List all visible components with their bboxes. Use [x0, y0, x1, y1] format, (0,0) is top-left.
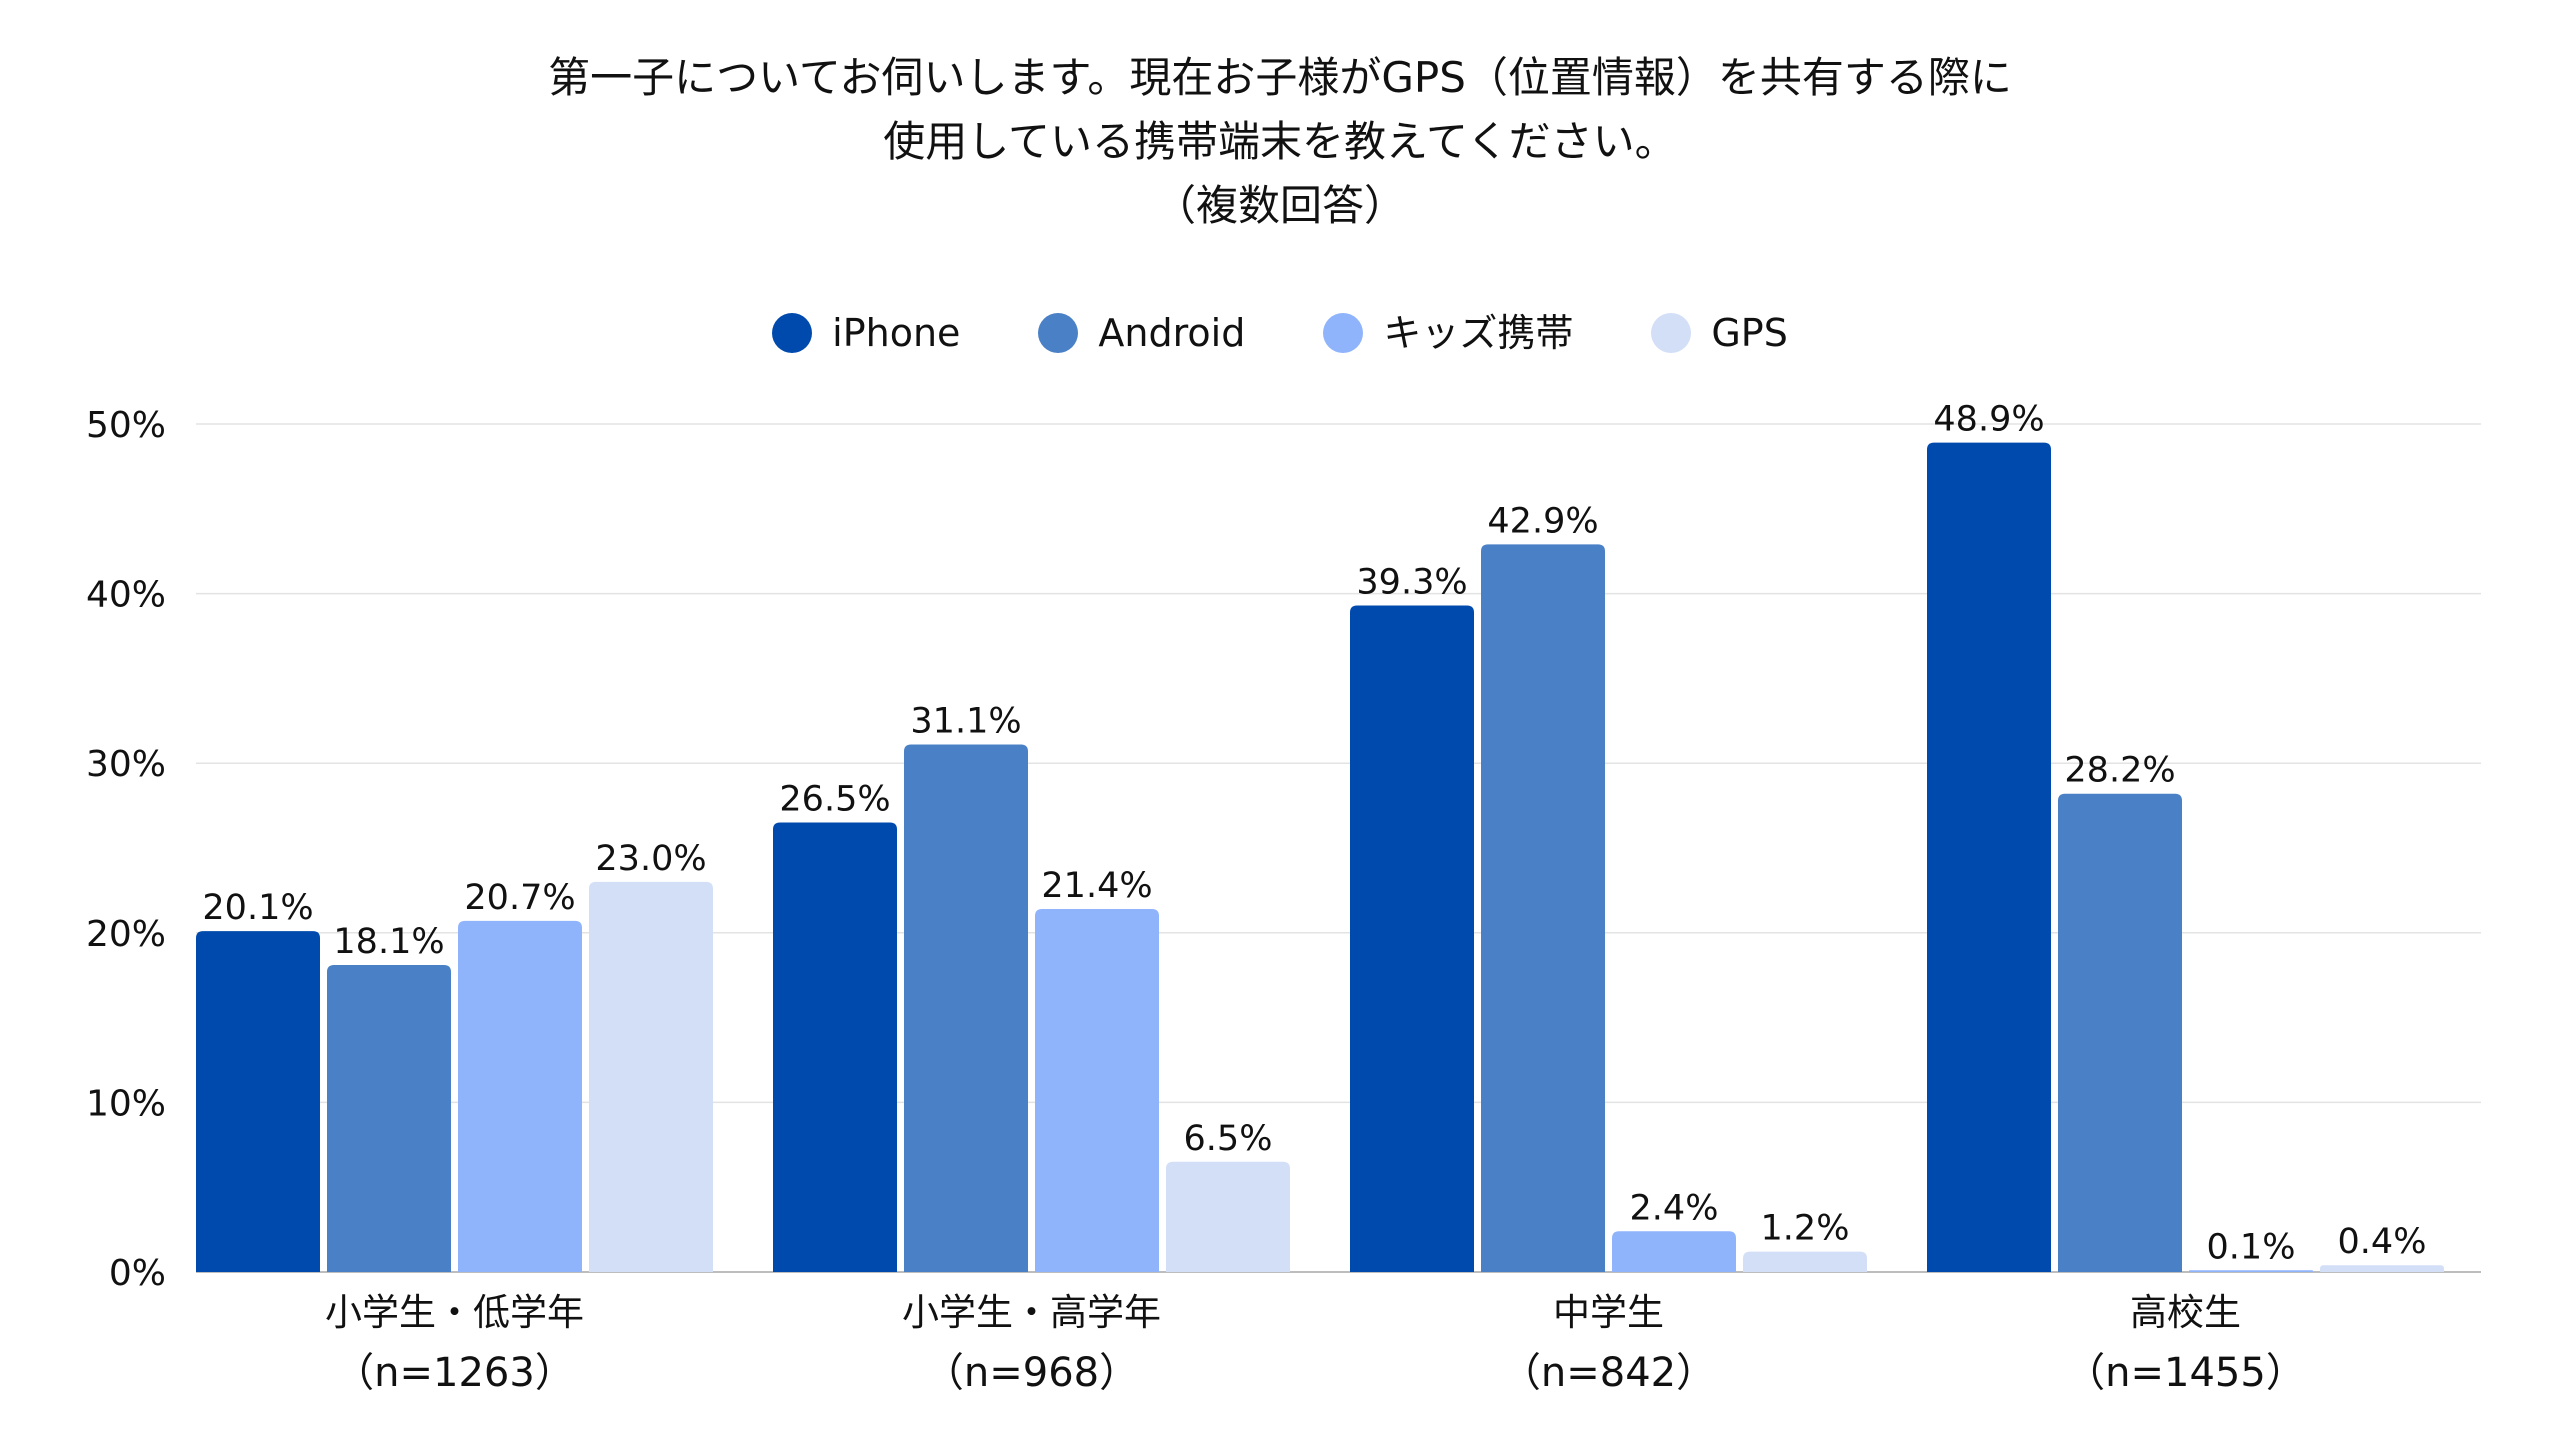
data-label: 6.5%	[1184, 1119, 1273, 1159]
x-tick-sample-size: （n=1455）	[2065, 1350, 2306, 1396]
legend-swatch-android	[1038, 313, 1079, 353]
data-label: 31.1%	[910, 702, 1021, 742]
bar-iphone-1	[196, 931, 320, 1272]
legend: iPhone Android キッズ携帯 GPS	[0, 310, 2560, 356]
bar-iphone-3	[1350, 605, 1474, 1272]
chart-title-line-1: 第一子についてお伺いします。現在お子様がGPS（位置情報）を共有する際に	[548, 53, 2012, 102]
bar-gps-3	[1743, 1251, 1867, 1272]
y-axis: 0% 10% 20% 30% 40% 50%	[86, 405, 166, 1294]
bar-kids-phone-1	[458, 920, 582, 1272]
bars	[196, 442, 2444, 1272]
chart-title-line-2: 使用している携帯端末を教えてください。	[883, 117, 1677, 166]
y-tick-label: 0%	[109, 1253, 166, 1294]
bar-kids-phone-4	[2189, 1270, 2313, 1272]
data-label: 0.1%	[2207, 1227, 2296, 1267]
data-label: 20.1%	[202, 888, 313, 928]
legend-item-android[interactable]: Android	[1038, 310, 1245, 356]
x-tick-label: 高校生	[2130, 1291, 2241, 1334]
bar-gps-1	[589, 881, 713, 1272]
x-tick-label: 小学生・低学年	[325, 1291, 584, 1334]
bar-kids-phone-2	[1035, 909, 1159, 1272]
chart-title-line-3: （複数回答）	[1153, 181, 1406, 230]
data-label: 23.0%	[595, 839, 706, 879]
data-label: 18.1%	[333, 922, 444, 962]
data-label: 26.5%	[779, 780, 890, 820]
legend-label-kids-phone: キッズ携帯	[1383, 311, 1574, 355]
chart-title: 第一子についてお伺いします。現在お子様がGPS（位置情報）を共有する際に 使用し…	[0, 46, 2560, 238]
bar-android-3	[1481, 544, 1605, 1272]
data-label: 2.4%	[1630, 1188, 1719, 1228]
data-labels: 20.1% 18.1% 20.7% 23.0% 26.5% 31.1% 21.4% 6.5% 3…	[202, 400, 2426, 1268]
legend-swatch-kids-phone	[1323, 313, 1364, 353]
legend-label-gps: GPS	[1711, 311, 1788, 355]
bar-android-2	[904, 744, 1028, 1272]
data-label: 28.2%	[2064, 751, 2175, 791]
bar-android-1	[327, 965, 451, 1272]
x-tick-label: 中学生	[1553, 1291, 1664, 1334]
bar-iphone-2	[773, 822, 897, 1272]
x-axis: 小学生・低学年 （n=1263） 小学生・高学年 （n=968） 中学生 （n=842） 高…	[325, 1291, 2306, 1396]
bar-iphone-4	[1927, 442, 2051, 1272]
legend-swatch-gps	[1651, 313, 1692, 353]
legend-label-android: Android	[1098, 311, 1246, 355]
legend-item-iphone[interactable]: iPhone	[772, 310, 960, 356]
x-tick-sample-size: （n=1263）	[334, 1350, 575, 1396]
x-tick-sample-size: （n=842）	[1501, 1350, 1716, 1396]
bar-gps-4	[2320, 1265, 2444, 1272]
legend-swatch-iphone	[772, 313, 813, 353]
data-label: 20.7%	[464, 878, 575, 918]
y-tick-label: 30%	[86, 744, 166, 785]
data-label: 48.9%	[1933, 400, 2044, 440]
data-label: 39.3%	[1356, 562, 1467, 602]
x-tick-sample-size: （n=968）	[924, 1350, 1139, 1396]
y-tick-label: 20%	[86, 914, 166, 955]
y-tick-label: 50%	[86, 405, 166, 446]
legend-item-gps[interactable]: GPS	[1651, 310, 1788, 356]
bar-kids-phone-3	[1612, 1231, 1736, 1272]
y-tick-label: 40%	[86, 575, 166, 616]
data-label: 0.4%	[2338, 1222, 2427, 1262]
legend-label-iphone: iPhone	[832, 311, 961, 355]
data-label: 1.2%	[1761, 1209, 1850, 1249]
data-label: 42.9%	[1487, 501, 1598, 541]
legend-item-kids-phone[interactable]: キッズ携帯	[1323, 310, 1573, 356]
bar-android-4	[2058, 793, 2182, 1272]
bar-gps-2	[1166, 1161, 1290, 1272]
y-tick-label: 10%	[86, 1083, 166, 1124]
x-tick-label: 小学生・高学年	[902, 1291, 1161, 1334]
data-label: 21.4%	[1041, 866, 1152, 906]
